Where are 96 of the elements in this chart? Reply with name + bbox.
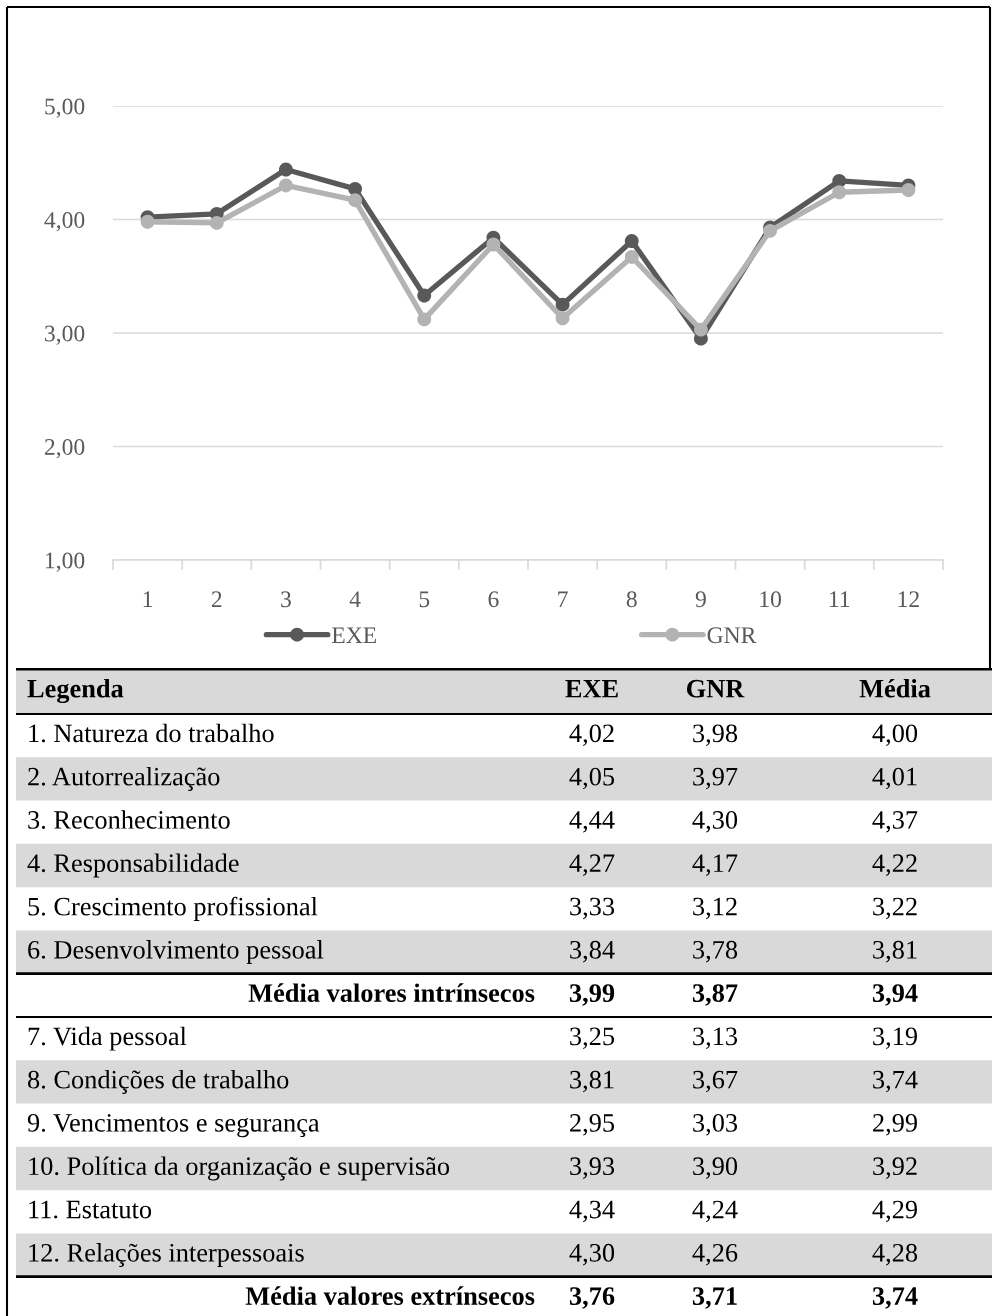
point [624, 250, 639, 264]
category-label: 10. Política da organização e supervisão [29, 1156, 450, 1181]
data-label: 4,02 [569, 724, 614, 747]
text: 3,99 [569, 984, 615, 1006]
data-label: 4,30 [569, 1243, 615, 1266]
x-tick-label: 9 [695, 591, 706, 608]
data-label: 3,81 [570, 1070, 614, 1093]
point [278, 178, 293, 193]
x-tick-label: 7 [558, 591, 568, 607]
category-label: 12. Relações interpessoais [29, 1243, 304, 1268]
x-tick-label: 12 [898, 591, 919, 607]
point [832, 185, 847, 200]
data-label: 4,34 [569, 1200, 615, 1223]
data-label: 3,33 [570, 897, 615, 920]
point [624, 234, 639, 249]
data-label: 3,25 [570, 1027, 615, 1050]
point [278, 162, 293, 177]
category-label: 6. Desenvolvimento pessoal [28, 940, 324, 965]
data-label: 2,95 [570, 1114, 615, 1136]
data-label: 4,37 [872, 811, 918, 833]
data-label: 3,12 [693, 897, 737, 920]
point [693, 322, 708, 337]
data-label: 3,97 [693, 767, 738, 790]
data-label: 4,29 [872, 1200, 918, 1223]
category-label: 5. Crescimento profissional [28, 896, 318, 921]
data-label: 3,90 [693, 1157, 738, 1179]
data-label: 4,05 [569, 767, 615, 790]
data-label: 3,19 [873, 1027, 918, 1050]
text: 3,76 [569, 1287, 615, 1309]
text: Legenda [27, 678, 124, 704]
legend-label: GNR [707, 627, 757, 644]
x-tick-label: 11 [829, 591, 850, 607]
text: 3,87 [692, 984, 738, 1006]
data-label: 4,24 [692, 1200, 738, 1223]
data-label: 3,98 [693, 724, 738, 747]
data-label: 3,13 [693, 1027, 738, 1050]
data-label: 3,93 [570, 1157, 615, 1179]
text: Média valores intrínsecos [248, 983, 535, 1002]
category-label: 3. Reconhecimento [28, 810, 230, 829]
point [348, 193, 363, 208]
x-tick-label: 4 [349, 591, 361, 607]
text: Média [859, 679, 931, 698]
x-tick-label: 10 [760, 591, 781, 608]
data-label: 3,92 [873, 1157, 917, 1179]
data-label: 4,01 [872, 767, 917, 790]
data-label: 4,27 [569, 854, 615, 876]
point [348, 181, 363, 196]
point [832, 173, 847, 188]
x-tick-label: 6 [488, 591, 499, 608]
x-tick-label: 2 [211, 591, 222, 607]
point [555, 297, 570, 312]
data-label: 4,26 [692, 1243, 738, 1266]
y-tick-label: 4,00 [44, 211, 85, 232]
category-label: 1. Natureza do trabalho [29, 723, 274, 743]
y-tick-label: 3,00 [45, 325, 85, 345]
point [901, 183, 916, 197]
y-tick-label: 1,00 [45, 552, 85, 572]
category-label: 4. Responsabilidade [27, 853, 239, 878]
y-tick-label: 2,00 [44, 438, 85, 459]
data-label: 3,03 [693, 1114, 738, 1136]
text: GNR [686, 679, 745, 698]
x-tick-label: 3 [281, 591, 291, 608]
y-tick-label: 5,00 [45, 98, 85, 118]
point [209, 215, 224, 230]
data-label: 2,99 [873, 1114, 918, 1136]
text: EXE [565, 680, 618, 698]
point [417, 288, 432, 303]
x-tick-label: 1 [143, 591, 153, 607]
point [417, 312, 432, 327]
text: 3,71 [692, 1287, 737, 1309]
data-label: 4,30 [692, 811, 738, 833]
data-label: 4,28 [872, 1243, 918, 1266]
category-label: 9. Vencimentos e segurança [27, 1114, 320, 1138]
data-label: 3,74 [873, 1070, 918, 1093]
category-label: 8. Condições de trabalho [28, 1069, 289, 1094]
data-label: 3,81 [873, 940, 917, 963]
data-label: 3,67 [693, 1070, 738, 1093]
data-label: 4,44 [569, 811, 615, 833]
point [140, 214, 155, 229]
point [486, 237, 501, 252]
x-tick-label: 8 [626, 591, 637, 608]
data-label: 3,84 [570, 940, 615, 963]
category-label: 11. Estatuto [29, 1200, 152, 1219]
x-tick-label: 5 [419, 591, 430, 608]
data-label: 4,17 [692, 854, 738, 876]
data-label: 4,00 [872, 724, 918, 747]
category-label: 2. Autorrealização [28, 766, 220, 791]
data-label: 3,22 [873, 897, 917, 920]
category-label: 7. Vida pessoal [28, 1026, 187, 1051]
data-label: 4,22 [872, 854, 917, 876]
text: Média valores extrínsecos [245, 1286, 535, 1305]
text: 3,94 [872, 984, 918, 1006]
text: 3,74 [872, 1287, 918, 1309]
legend-label: EXE [331, 627, 377, 643]
point [555, 311, 570, 326]
data-label: 3,78 [693, 940, 738, 963]
